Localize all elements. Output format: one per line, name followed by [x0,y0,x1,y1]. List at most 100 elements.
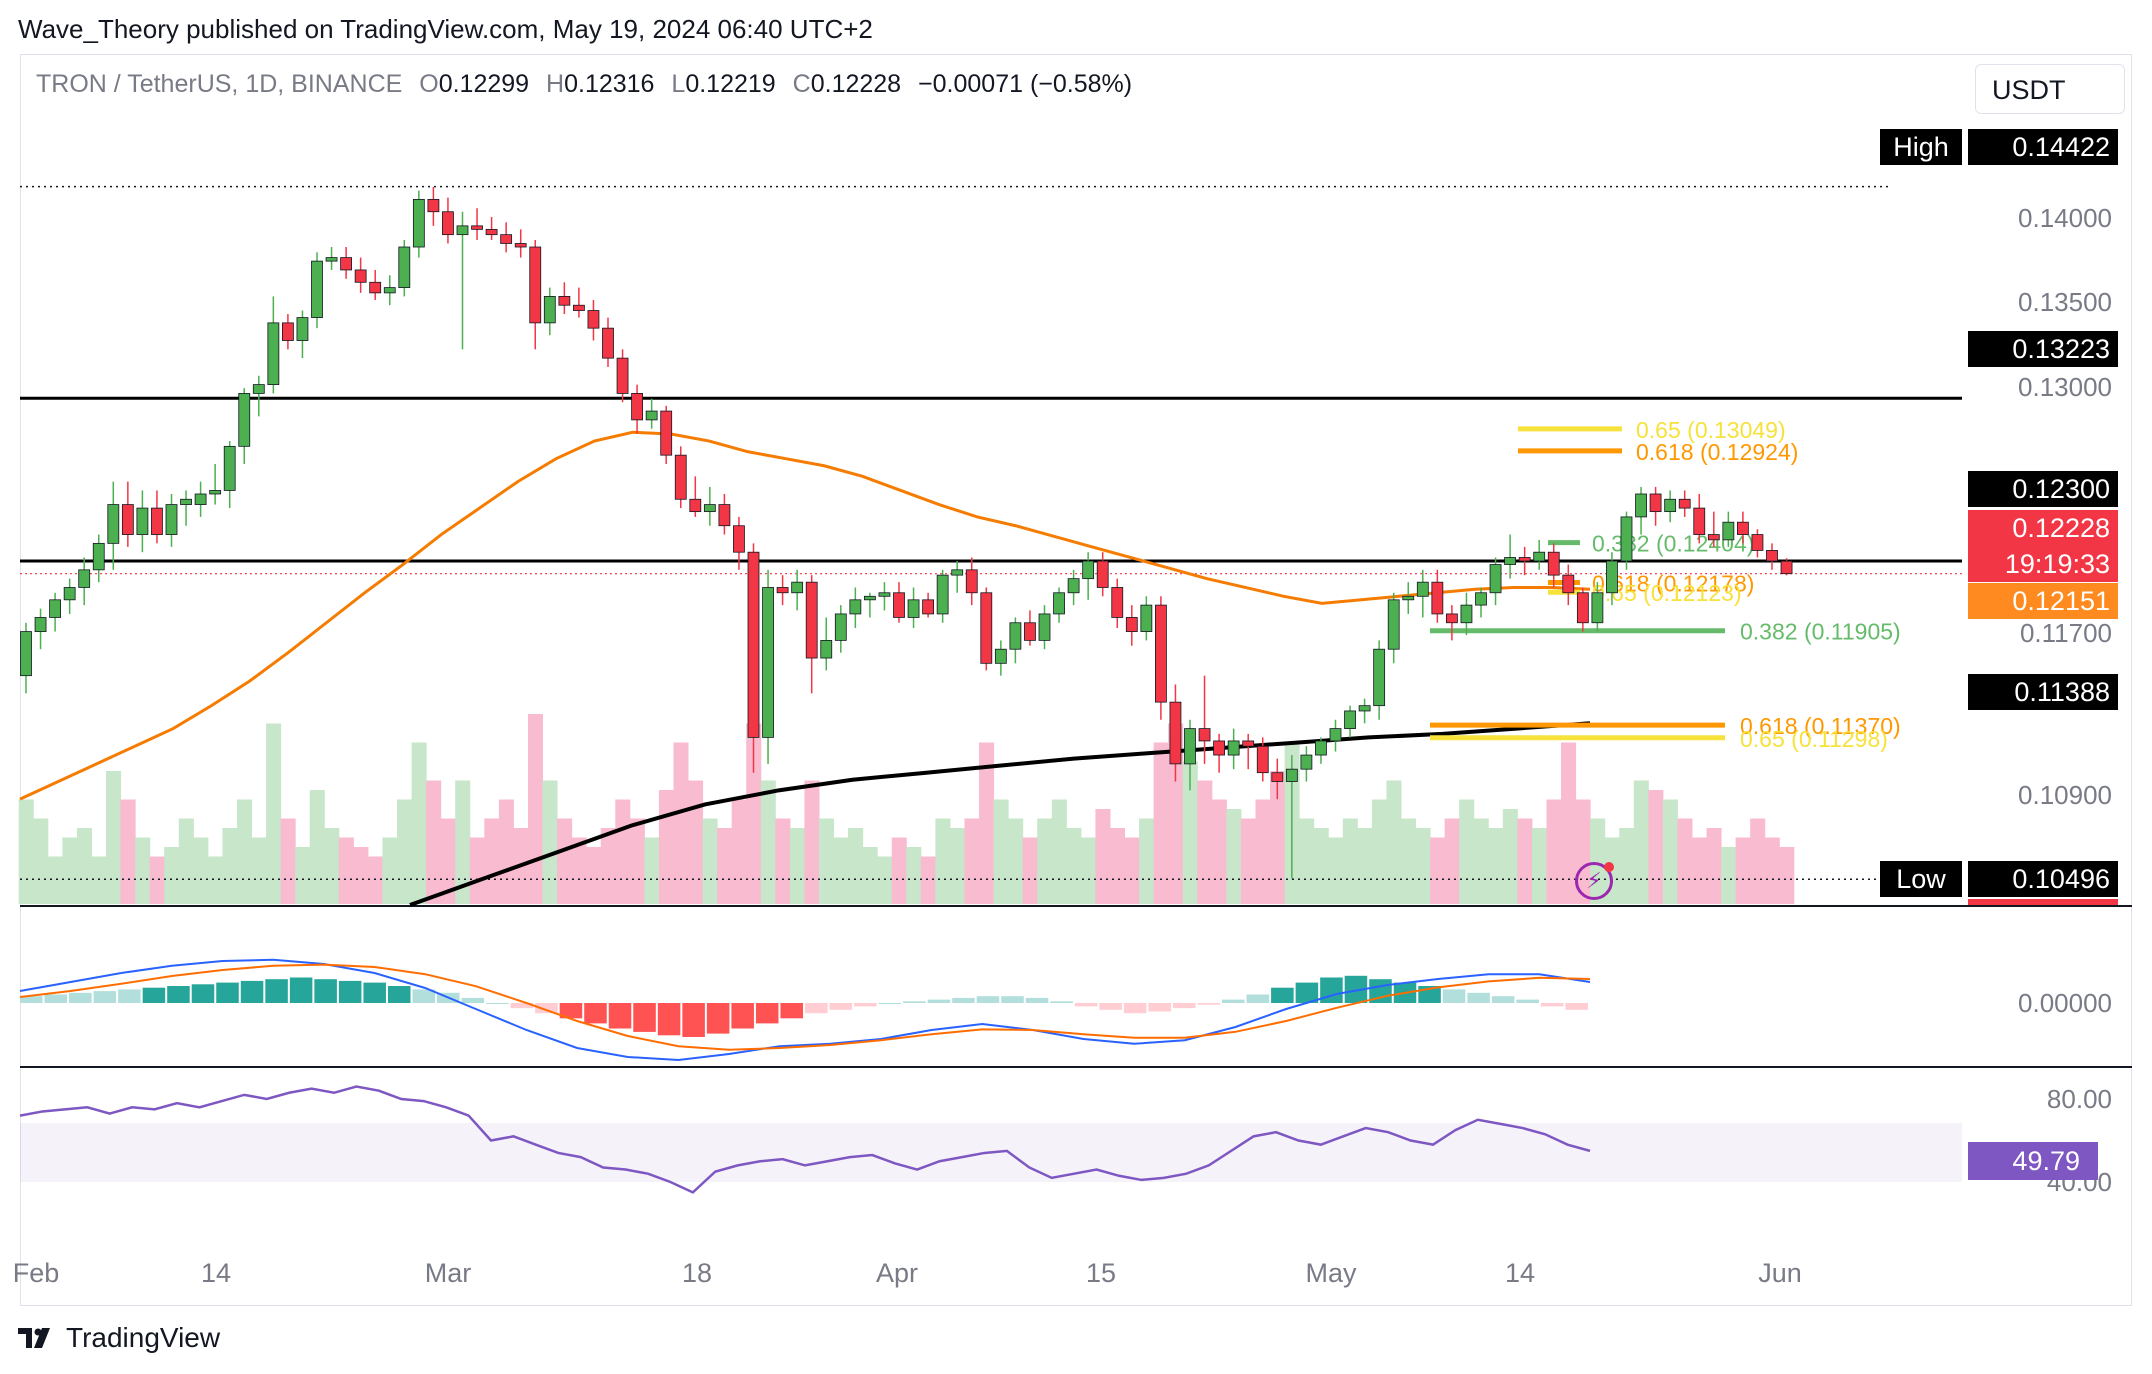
candle-body [1635,493,1647,518]
candle-body [165,504,178,535]
candle-body [558,296,571,306]
macd-histogram-bar [167,986,190,1003]
candle-body [1431,581,1444,615]
time-axis-tick: Apr [876,1258,918,1288]
volume-bar [193,837,209,904]
volume-bar [1764,837,1780,904]
price-axis-label-bg [1968,674,2118,710]
currency-selector[interactable]: USDT [1975,64,2125,114]
brand-footer[interactable]: TradingView [18,1322,220,1354]
macd-histogram-bar [1001,996,1024,1003]
candle-body [311,260,323,318]
candle-body [820,639,833,659]
volume-bar [833,837,849,904]
time-axis-tick: Feb [13,1258,60,1288]
rsi-value-bg [1968,1142,2098,1180]
candle-body [107,504,120,544]
volume-bar [1299,818,1315,904]
candle-body [92,542,105,571]
volume-bar [862,847,878,904]
volume-bar [1415,828,1431,904]
extreme-value-bg [1968,129,2118,165]
macd-histogram-bar [265,979,288,1003]
price-axis-label: 0.13223 [2012,334,2110,364]
volume-bar [1051,799,1067,904]
volume-bar [1008,818,1024,904]
low-label: L [671,70,686,98]
candle-body [1184,728,1196,765]
candle-body [776,587,789,594]
macd-histogram-bar [1344,975,1368,1003]
volume-bar [1255,799,1271,904]
time-axis-tick: Mar [425,1258,472,1288]
candle-body [1082,560,1095,580]
macd-histogram-bar [829,1003,853,1010]
lightning-icon[interactable]: ⚡ [1575,862,1613,900]
volume-bar [1386,780,1402,904]
volume-bar [76,828,92,904]
macd-histogram-bar [633,1003,656,1032]
candle-body [442,211,454,236]
macd-histogram-bar [412,989,436,1003]
candle-body [1169,701,1182,765]
macd-histogram-bar [535,1003,558,1014]
macd-histogram-bar [854,1003,877,1007]
candle-body [1358,705,1371,712]
volume-bar [120,799,136,904]
macd-histogram-bar [1074,1003,1098,1007]
volume-bar [295,847,311,904]
candle-body [1576,592,1589,624]
fib-level-label: 0.618 (0.12924) [1636,439,1798,465]
candle-body [223,445,236,491]
macd-histogram-bar [780,1003,803,1019]
candle-body [471,225,483,230]
candle-body [281,322,294,341]
candle-body [864,595,876,601]
price-axis-tick: 0.11700 [2020,618,2112,648]
volume-bar [746,723,762,904]
volume-bar [1080,837,1096,904]
macd-histogram-bar [314,979,337,1003]
volume-bar [1182,761,1198,904]
macd-histogram-bar [486,1003,509,1004]
macd-histogram-bar [20,996,43,1003]
volume-bar [964,818,980,904]
candle-body [1067,578,1080,594]
candle-body [383,287,396,294]
volume-bar [1750,818,1766,904]
macd-histogram-bar [118,989,141,1003]
open-value: 0.12299 [438,70,530,98]
candle-body [398,246,411,288]
candle-body [1038,613,1051,641]
candle-body [1373,648,1386,707]
volume-bar [542,780,558,904]
candle-body [136,507,149,535]
volume-bar [280,818,296,904]
volume-bar [1124,837,1140,904]
volume-bar [760,780,776,904]
macd-histogram-bar [682,1003,705,1037]
price-axis-tick: 0.10900 [2018,780,2112,810]
macd-histogram-bar [289,977,313,1003]
volume-bar [367,856,383,904]
volume-bar [1444,818,1460,904]
candle-body [1766,550,1778,562]
notification-dot [1604,862,1614,872]
volume-bar [993,799,1009,904]
macd-histogram-bar [1197,1003,1221,1005]
chart-frame [20,54,2132,1306]
candle-body [34,617,47,632]
macd-histogram-bar [976,996,1000,1003]
macd-histogram-bar [1491,996,1515,1003]
volume-bar [818,818,835,904]
candle-body [514,243,527,248]
close-label: C [792,70,811,98]
macd-histogram-bar [338,980,362,1003]
volume-bar [178,818,194,904]
macd-histogram-bar [559,1003,583,1019]
volume-bar [91,856,107,904]
volume-bar [1459,799,1475,904]
macd-histogram-bar [1050,1001,1073,1003]
volume-bar [1328,837,1344,904]
